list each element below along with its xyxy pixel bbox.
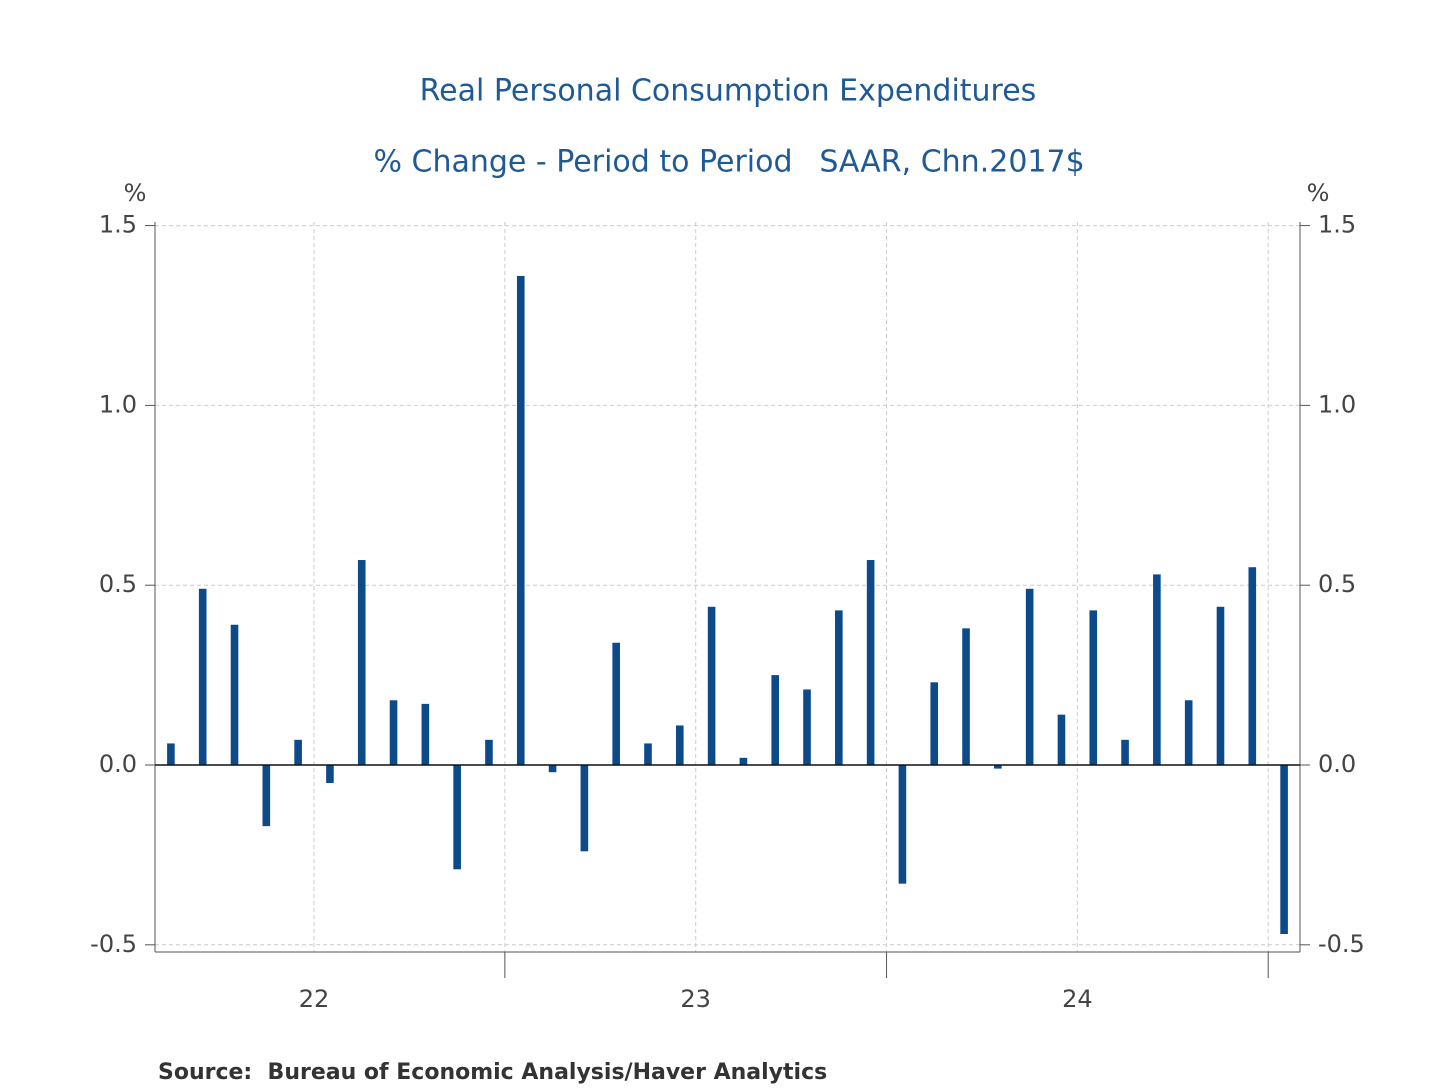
x-year-label: 22 <box>299 985 330 1013</box>
bar <box>1025 588 1034 766</box>
bar <box>835 610 843 766</box>
bar <box>707 606 716 766</box>
bar <box>803 689 811 766</box>
bar <box>1280 765 1288 935</box>
bar <box>1089 610 1098 766</box>
bar <box>1248 567 1257 766</box>
x-year-label: 23 <box>680 985 711 1013</box>
bar <box>898 765 907 884</box>
bar <box>421 703 430 766</box>
bar <box>294 739 302 766</box>
bar <box>326 765 334 783</box>
y-tick-label: 0.0 <box>99 750 137 778</box>
bar <box>1216 606 1225 766</box>
bar <box>771 675 780 766</box>
bar <box>612 642 620 766</box>
y-tick-label: 0.5 <box>99 570 137 598</box>
bar <box>389 700 398 766</box>
x-year-label: 24 <box>1062 985 1093 1013</box>
bar <box>1153 574 1161 766</box>
bar <box>644 743 652 766</box>
bar <box>516 275 525 766</box>
chart-subtitle: % Change - Period to Period <box>373 145 792 180</box>
y-tick-label: 1.0 <box>99 390 137 418</box>
y-tick-label: 1.5 <box>99 211 137 239</box>
bar <box>1121 739 1129 766</box>
y2-tick-label: 1.0 <box>1318 390 1356 418</box>
chart-subtitle: SAAR, Chn.2017$ <box>819 145 1084 180</box>
y2-unit-label: % <box>1307 179 1330 207</box>
bar <box>930 682 939 766</box>
bar <box>994 765 1002 769</box>
bar <box>357 560 366 766</box>
chart-title: Real Personal Consumption Expenditures <box>420 74 1037 109</box>
y2-tick-label: 1.5 <box>1318 211 1356 239</box>
bar <box>485 739 493 766</box>
bar <box>548 765 557 773</box>
bar <box>262 765 271 827</box>
y-tick-label: -0.5 <box>90 930 137 958</box>
bar <box>1184 700 1193 766</box>
bar <box>198 588 207 766</box>
bar <box>1057 714 1066 766</box>
y-unit-label: % <box>124 179 147 207</box>
bar <box>866 560 875 766</box>
y2-tick-label: -0.5 <box>1318 930 1365 958</box>
y2-tick-label: 0.0 <box>1318 750 1356 778</box>
bar <box>453 765 461 870</box>
bar <box>962 628 970 766</box>
y2-tick-label: 0.5 <box>1318 570 1356 598</box>
bar <box>739 757 748 766</box>
bar <box>230 624 239 766</box>
bar <box>580 765 589 852</box>
bar <box>675 725 684 766</box>
bar <box>167 743 175 766</box>
source-note: Source: Bureau of Economic Analysis/Have… <box>158 1060 827 1085</box>
